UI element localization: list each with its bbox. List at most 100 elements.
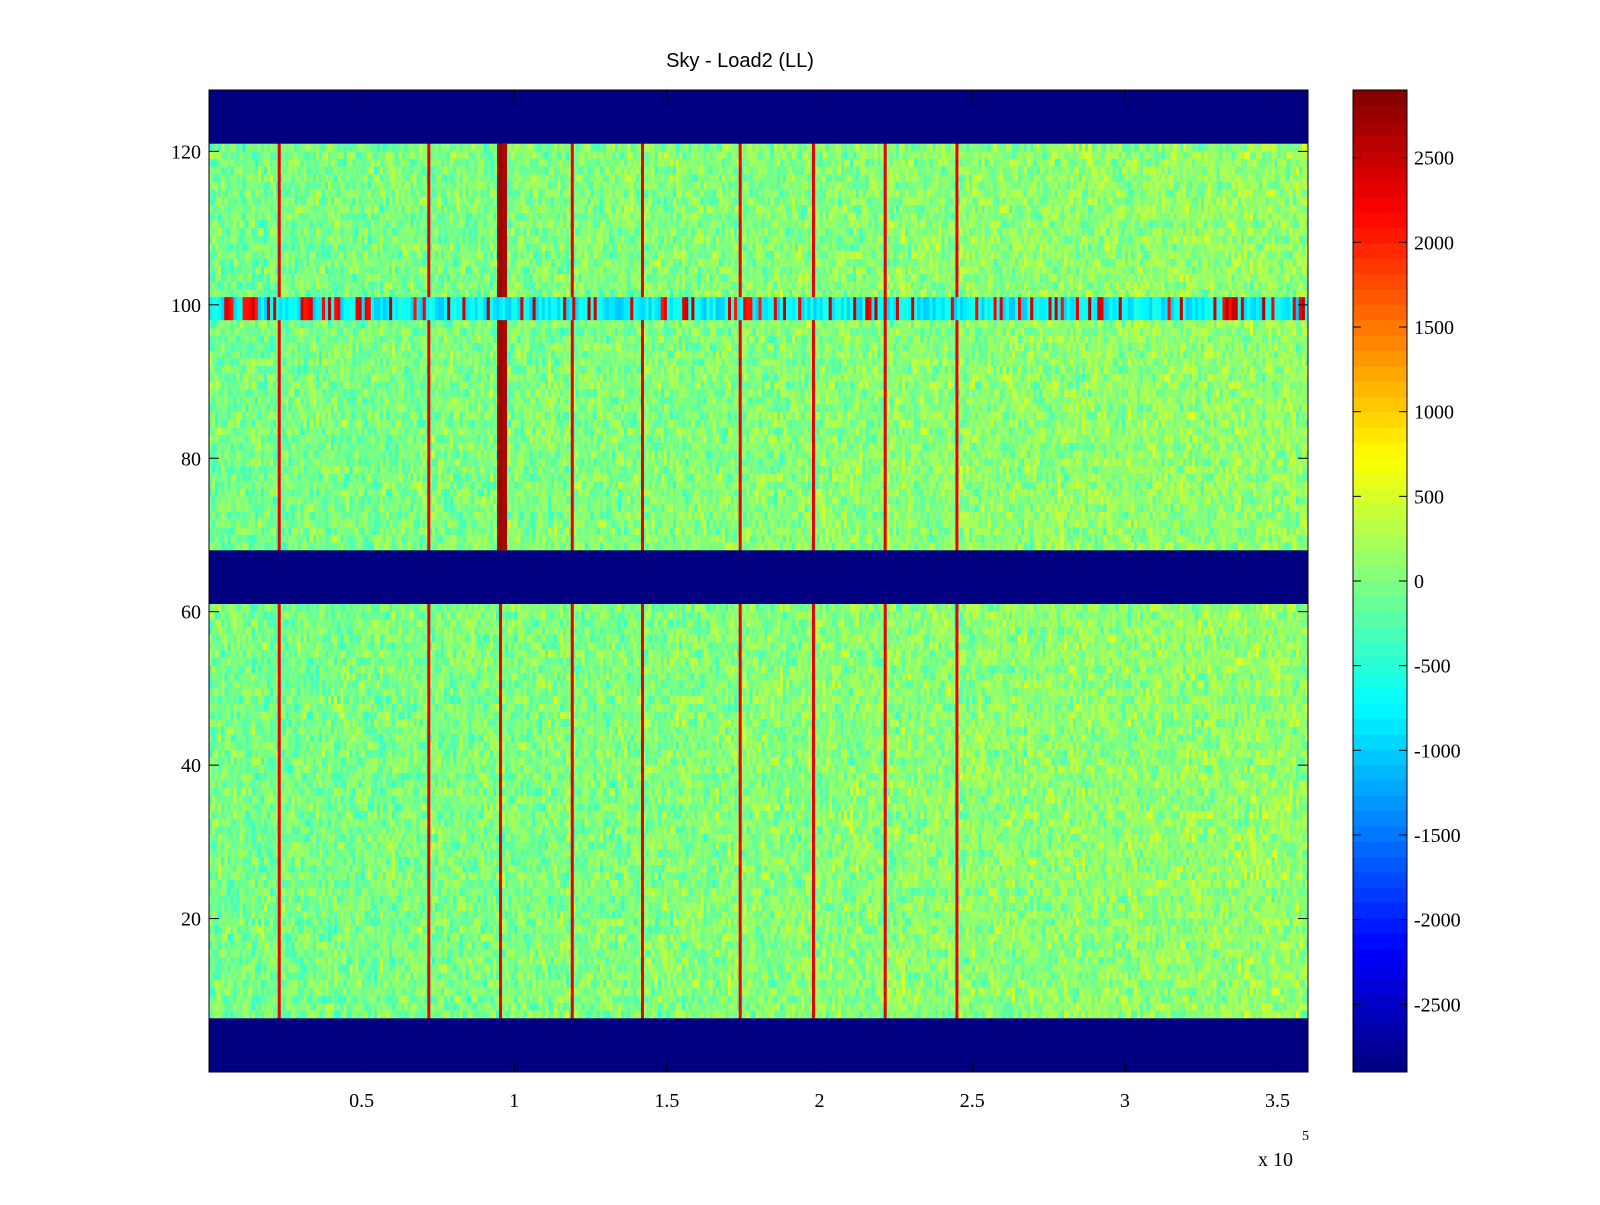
horizontal-band-segment	[901, 297, 906, 321]
colorbar-step	[1353, 136, 1407, 152]
horizontal-band-segment	[230, 297, 234, 321]
horizontal-band-segment	[764, 297, 768, 321]
colorbar-tick-label: 500	[1414, 486, 1444, 508]
horizontal-band-segment	[615, 297, 619, 321]
horizontal-band-segment	[328, 297, 332, 321]
horizontal-band-segment	[273, 297, 277, 321]
horizontal-band-segment	[1106, 297, 1110, 321]
horizontal-band-segment	[263, 297, 268, 321]
horizontal-band-segment	[1268, 297, 1272, 321]
horizontal-band-segment	[419, 297, 423, 321]
horizontal-band-segment	[1042, 297, 1046, 321]
colorbar-step	[1353, 611, 1407, 628]
horizontal-band-segment	[807, 297, 811, 321]
horizontal-band-segment	[209, 297, 213, 321]
horizontal-band-segment	[975, 297, 979, 321]
horizontal-band-segment	[471, 297, 475, 321]
horizontal-band-segment	[343, 297, 347, 321]
horizontal-band-segment	[318, 297, 323, 321]
horizontal-band-segment	[850, 297, 854, 321]
horizontal-band-segment	[337, 297, 341, 321]
horizontal-band-segment	[883, 297, 888, 321]
masked-row-band	[209, 1018, 1308, 1072]
horizontal-band-segment	[447, 297, 451, 321]
horizontal-band-segment	[1292, 297, 1297, 321]
horizontal-band-segment	[373, 297, 378, 321]
horizontal-band-segment	[834, 297, 839, 321]
horizontal-band-segment	[1051, 297, 1055, 321]
colorbar-step	[1353, 228, 1407, 244]
horizontal-band-segment	[334, 297, 338, 321]
horizontal-band-segment	[459, 297, 463, 321]
horizontal-band-segment	[978, 297, 982, 321]
colorbar-step	[1353, 105, 1407, 122]
colorbar-tick-label: 1000	[1414, 402, 1454, 424]
horizontal-band-segment	[984, 297, 988, 321]
colorbar-step	[1353, 933, 1407, 950]
colorbar-step	[1353, 258, 1407, 275]
horizontal-band-segment	[776, 297, 781, 321]
horizontal-band-segment	[428, 297, 433, 321]
horizontal-band-segment	[508, 297, 512, 321]
horizontal-band-segment	[1277, 297, 1281, 321]
colorbar-step	[1353, 673, 1407, 689]
horizontal-band-segment	[599, 297, 604, 321]
horizontal-band-segment	[642, 297, 646, 321]
horizontal-band-segment	[227, 297, 231, 321]
horizontal-band-segment	[926, 297, 930, 321]
horizontal-band-segment	[1249, 297, 1254, 321]
horizontal-band-segment	[636, 297, 640, 321]
horizontal-band-segment	[1231, 297, 1236, 321]
horizontal-band-segment	[792, 297, 796, 321]
horizontal-band-segment	[553, 297, 558, 321]
horizontal-band-segment	[511, 297, 515, 321]
x-tick-label: 0.5	[349, 1090, 374, 1112]
horizontal-band-segment	[1259, 297, 1263, 321]
horizontal-band-segment	[1137, 297, 1141, 321]
horizontal-band-segment	[767, 297, 772, 321]
horizontal-band-segment	[248, 297, 253, 321]
horizontal-band-segment	[1286, 297, 1290, 321]
horizontal-band-segment	[1033, 297, 1037, 321]
horizontal-band-segment	[392, 297, 396, 321]
horizontal-band-segment	[1176, 297, 1181, 321]
horizontal-band-segment	[923, 297, 927, 321]
horizontal-band-segment	[816, 297, 820, 321]
horizontal-band-segment	[1075, 297, 1080, 321]
horizontal-band-segment	[828, 297, 833, 321]
horizontal-band-segment	[1167, 297, 1171, 321]
horizontal-band-segment	[303, 297, 307, 321]
horizontal-band-segment	[782, 297, 787, 321]
colorbar-step	[1353, 795, 1407, 812]
horizontal-band-segment	[1127, 297, 1132, 321]
horizontal-band-segment	[645, 297, 649, 321]
plot-frame	[208, 89, 1309, 1073]
horizontal-band-segment	[541, 297, 546, 321]
horizontal-band-segment	[758, 297, 762, 321]
horizontal-band-segment	[468, 297, 472, 321]
horizontal-band-segment	[1253, 297, 1257, 321]
horizontal-band-segment	[1243, 297, 1248, 321]
horizontal-band-segment	[309, 297, 314, 321]
horizontal-band-segment	[746, 297, 750, 321]
x-axis-ticks: 0.5 1 1.5 2 2.5 3 3.5	[349, 90, 1290, 1112]
horizontal-band-segment	[822, 297, 826, 321]
horizontal-band-segment	[724, 297, 729, 321]
horizontal-band-segment	[917, 297, 921, 321]
horizontal-band-segment	[847, 297, 851, 321]
colorbar-step	[1353, 120, 1407, 137]
masked-row-band	[209, 90, 1308, 144]
horizontal-band-segment	[963, 297, 967, 321]
horizontal-band-segment	[905, 297, 909, 321]
horizontal-band-segment	[547, 297, 552, 321]
horizontal-band-segment	[1005, 297, 1010, 321]
horizontal-band-segment	[1069, 297, 1074, 321]
horizontal-band-segment	[950, 297, 955, 321]
y-tick-label: 60	[181, 602, 201, 624]
colorbar-step	[1353, 366, 1407, 383]
horizontal-band-segment	[727, 297, 732, 321]
horizontal-band-segment	[895, 297, 900, 321]
horizontal-band-segment	[676, 297, 680, 321]
horizontal-band-segment	[224, 297, 228, 321]
